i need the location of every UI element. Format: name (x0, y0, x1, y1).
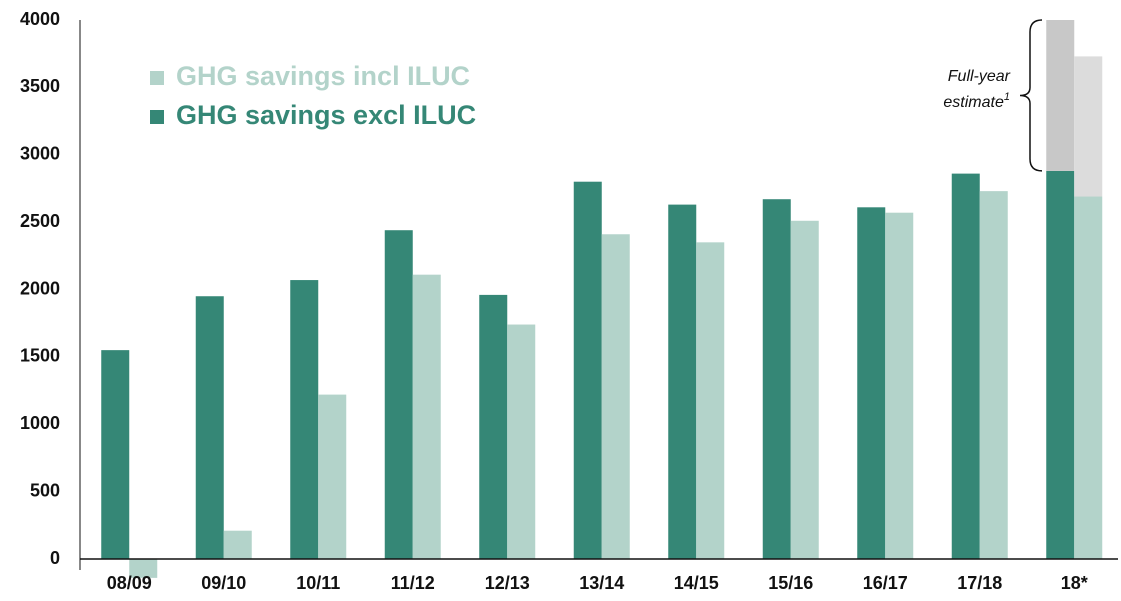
y-tick-label: 2000 (20, 278, 60, 298)
y-tick-label: 4000 (20, 9, 60, 29)
bar (290, 280, 319, 559)
bar (696, 242, 725, 559)
bar (790, 220, 819, 559)
footnote-marker: 1 (1004, 91, 1010, 103)
y-tick-label: 500 (30, 480, 60, 500)
y-tick-label: 1000 (20, 413, 60, 433)
bar (129, 559, 158, 578)
legend-label: GHG savings excl ILUC (176, 100, 476, 130)
annotation: Full-year (948, 68, 1011, 85)
bar (601, 234, 630, 559)
bar (1046, 170, 1075, 560)
bar (762, 199, 791, 559)
bar (223, 530, 252, 559)
x-tick-label: 14/15 (674, 573, 719, 593)
bar (885, 212, 914, 559)
y-tick-label: 1500 (20, 346, 60, 366)
bar (979, 191, 1008, 559)
y-tick-label: 3000 (20, 144, 60, 164)
x-tick-label: 09/10 (201, 573, 246, 593)
brace (1019, 19, 1043, 172)
x-tick-label: 18* (1061, 573, 1088, 593)
x-tick-label: 16/17 (863, 573, 908, 593)
annotation: estimate1 (943, 91, 1010, 111)
x-tick-label: 15/16 (768, 573, 813, 593)
x-tick-label: 08/09 (107, 573, 152, 593)
x-tick-label: 13/14 (579, 573, 624, 593)
bar (195, 296, 224, 559)
estimate-bar (1046, 20, 1075, 171)
annotation-text: estimate (943, 94, 1004, 111)
bar (318, 394, 347, 559)
bar (412, 274, 441, 559)
bar (951, 173, 980, 560)
estimate-bar (1074, 56, 1103, 197)
y-tick-label: 3500 (20, 76, 60, 96)
bar (384, 230, 413, 559)
bar (668, 204, 697, 560)
y-tick-label: 2500 (20, 211, 60, 231)
legend-label: GHG savings incl ILUC (176, 61, 470, 91)
bar (857, 207, 886, 560)
bar (101, 350, 130, 559)
x-tick-label: 10/11 (296, 573, 340, 593)
x-tick-label: 12/13 (485, 573, 530, 593)
bar (507, 324, 536, 559)
bar (479, 294, 508, 559)
x-tick-label: 11/12 (391, 573, 435, 593)
legend-swatch (150, 110, 164, 124)
legend-swatch (150, 71, 164, 85)
bar (1074, 196, 1103, 559)
y-tick-label: 0 (50, 548, 60, 568)
bar (573, 181, 602, 559)
x-tick-label: 17/18 (957, 573, 1002, 593)
